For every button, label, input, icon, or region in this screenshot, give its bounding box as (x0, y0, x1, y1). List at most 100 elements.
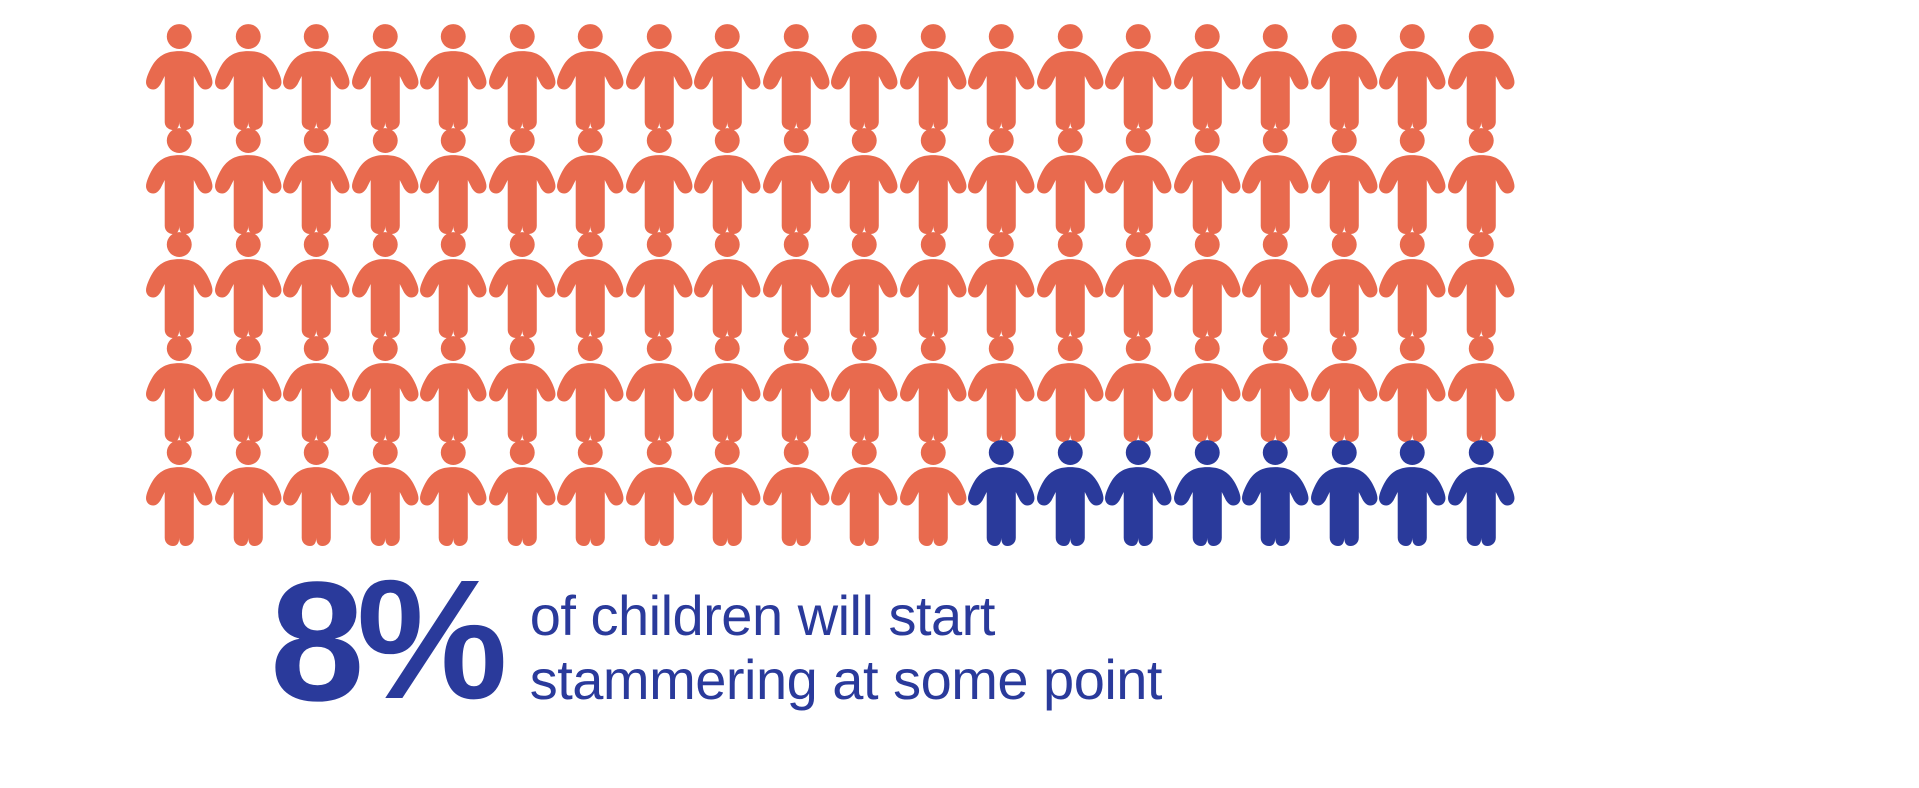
pictogram-row (145, 334, 1515, 442)
person-icon (556, 22, 625, 130)
person-icon (351, 22, 420, 130)
person-icon (488, 126, 557, 234)
person-icon (830, 438, 899, 546)
stat-number: 8% (270, 570, 500, 715)
person-icon (214, 230, 283, 338)
person-icon (1378, 438, 1447, 546)
person-icon (1378, 334, 1447, 442)
person-icon (214, 334, 283, 442)
person-icon (1104, 230, 1173, 338)
person-icon (762, 126, 831, 234)
person-icon (419, 230, 488, 338)
person-icon (1378, 230, 1447, 338)
description-line-2: stammering at some point (530, 648, 1162, 712)
person-icon (762, 22, 831, 130)
infographic-stage: 8% of children will start stammering at … (0, 0, 1919, 788)
person-icon (488, 22, 557, 130)
person-icon (145, 22, 214, 130)
person-icon (625, 22, 694, 130)
person-icon (762, 334, 831, 442)
person-icon (488, 438, 557, 546)
person-icon (830, 22, 899, 130)
person-icon (419, 126, 488, 234)
person-icon (1173, 334, 1242, 442)
person-icon (214, 22, 283, 130)
person-icon (830, 126, 899, 234)
person-icon (967, 230, 1036, 338)
person-icon (1036, 230, 1105, 338)
person-icon (830, 334, 899, 442)
person-icon (419, 22, 488, 130)
person-icon (693, 230, 762, 338)
person-icon (693, 334, 762, 442)
person-icon (625, 438, 694, 546)
person-icon (488, 334, 557, 442)
person-icon (1241, 438, 1310, 546)
person-icon (1173, 126, 1242, 234)
percent-sign: % (357, 568, 500, 713)
person-icon (145, 334, 214, 442)
caption-row: 8% of children will start stammering at … (270, 570, 1162, 715)
person-icon (693, 126, 762, 234)
person-icon (899, 22, 968, 130)
person-icon (693, 438, 762, 546)
person-icon (967, 438, 1036, 546)
person-icon (762, 438, 831, 546)
person-icon (145, 230, 214, 338)
person-icon (1104, 126, 1173, 234)
person-icon (1241, 334, 1310, 442)
person-icon (488, 230, 557, 338)
stat-description: of children will start stammering at som… (530, 570, 1162, 713)
person-icon (1378, 22, 1447, 130)
person-icon (351, 438, 420, 546)
person-icon (214, 438, 283, 546)
person-icon (419, 438, 488, 546)
person-icon (556, 438, 625, 546)
person-icon (1447, 126, 1516, 234)
pictogram-row (145, 22, 1515, 130)
person-icon (899, 126, 968, 234)
person-icon (419, 334, 488, 442)
person-icon (145, 438, 214, 546)
person-icon (351, 230, 420, 338)
person-icon (1241, 230, 1310, 338)
person-icon (1310, 334, 1379, 442)
person-icon (282, 438, 351, 546)
person-icon (1241, 22, 1310, 130)
pictogram-row (145, 126, 1515, 234)
person-icon (693, 22, 762, 130)
person-icon (899, 438, 968, 546)
person-icon (1104, 438, 1173, 546)
person-icon (282, 126, 351, 234)
person-icon (1310, 22, 1379, 130)
person-icon (1036, 438, 1105, 546)
person-icon (282, 334, 351, 442)
person-icon (1173, 22, 1242, 130)
person-icon (625, 334, 694, 442)
person-icon (1447, 438, 1516, 546)
person-icon (1104, 334, 1173, 442)
person-icon (1447, 230, 1516, 338)
person-icon (351, 126, 420, 234)
person-icon (1447, 334, 1516, 442)
person-icon (1036, 126, 1105, 234)
person-icon (556, 334, 625, 442)
person-icon (967, 126, 1036, 234)
person-icon (556, 126, 625, 234)
person-icon (1310, 126, 1379, 234)
person-icon (214, 126, 283, 234)
pictogram-row (145, 438, 1515, 546)
person-icon (625, 126, 694, 234)
person-icon (351, 334, 420, 442)
person-icon (830, 230, 899, 338)
person-icon (1241, 126, 1310, 234)
person-icon (1310, 230, 1379, 338)
person-icon (625, 230, 694, 338)
stat-digit: 8 (270, 547, 357, 737)
person-icon (1104, 22, 1173, 130)
pictogram-grid (145, 22, 1515, 542)
person-icon (1447, 22, 1516, 130)
person-icon (1036, 22, 1105, 130)
person-icon (762, 230, 831, 338)
description-line-1: of children will start (530, 584, 1162, 648)
